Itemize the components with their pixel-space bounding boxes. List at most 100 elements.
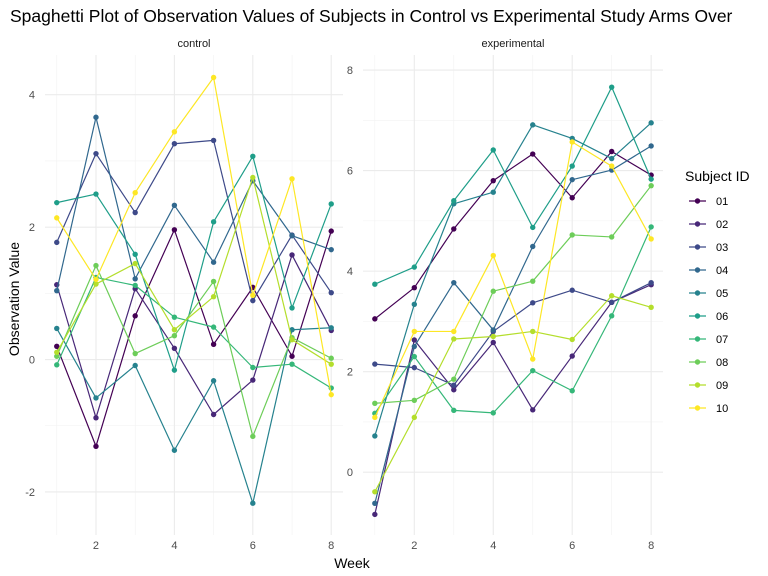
data-point-01 (608, 148, 615, 155)
data-point-10 (372, 414, 378, 421)
data-point-03 (569, 287, 575, 293)
data-point-07 (411, 353, 418, 360)
data-point-04 (132, 276, 138, 282)
data-point-04 (451, 279, 457, 286)
data-point-06 (171, 367, 178, 373)
legend-label-08: 08 (716, 357, 728, 369)
data-point-03 (132, 209, 138, 216)
data-point-06 (372, 281, 378, 287)
legend-key-04 (694, 267, 701, 273)
data-point-06 (250, 153, 256, 159)
data-point-01 (372, 316, 378, 322)
y-tick-label: 0 (29, 355, 35, 367)
y-tick-label: 8 (347, 65, 353, 77)
series-line-05 (374, 122, 652, 437)
series-line-02 (374, 284, 652, 515)
series-line-03 (374, 282, 652, 386)
data-point-06 (451, 198, 457, 204)
data-point-06 (93, 191, 99, 197)
data-point-05 (648, 120, 654, 126)
data-point-09 (250, 174, 256, 181)
data-point-06 (569, 163, 575, 169)
x-tick-label: 6 (250, 540, 256, 552)
legend-key-03 (694, 244, 701, 250)
data-point-04 (372, 500, 378, 507)
data-point-08 (250, 433, 256, 440)
data-point-08 (530, 278, 536, 284)
data-point-04 (171, 202, 178, 208)
data-point-05 (289, 327, 295, 333)
series-line-09 (56, 176, 332, 365)
data-point-01 (171, 227, 178, 233)
data-point-03 (54, 239, 60, 246)
data-point-05 (490, 189, 496, 195)
data-point-09 (608, 293, 615, 299)
data-point-02 (289, 252, 295, 258)
data-point-07 (451, 407, 457, 414)
legend-label-10: 10 (716, 403, 728, 415)
legend-key-07 (694, 336, 701, 342)
data-point-10 (210, 74, 217, 81)
data-point-10 (490, 252, 496, 259)
series-line-04 (56, 116, 332, 291)
series-line-01 (374, 150, 652, 320)
data-point-05 (328, 325, 334, 331)
series-line-04 (374, 145, 652, 504)
panel-label: control (177, 38, 210, 50)
data-point-08 (569, 232, 575, 238)
data-point-02 (171, 345, 178, 351)
data-point-05 (54, 325, 60, 332)
data-point-10 (608, 163, 615, 169)
series-line-02 (56, 254, 332, 419)
data-point-03 (411, 364, 418, 371)
data-point-02 (411, 337, 418, 343)
data-point-07 (132, 282, 138, 289)
data-point-09 (530, 328, 536, 335)
data-point-04 (569, 176, 575, 183)
data-point-01 (328, 228, 334, 234)
series-line-03 (56, 139, 332, 302)
data-point-07 (648, 224, 654, 230)
legend-label-09: 09 (716, 380, 728, 392)
series-line-08 (374, 185, 652, 404)
data-point-02 (250, 377, 256, 383)
data-point-02 (569, 353, 575, 359)
data-point-10 (132, 190, 138, 196)
data-point-09 (648, 304, 654, 311)
data-point-05 (250, 500, 256, 506)
data-point-07 (569, 388, 575, 394)
data-point-05 (372, 433, 378, 439)
data-point-09 (289, 336, 295, 343)
data-point-01 (210, 341, 217, 348)
data-point-09 (490, 333, 496, 340)
legend-label-04: 04 (716, 265, 728, 277)
data-point-10 (451, 328, 457, 335)
y-axis-title: Observation Value (6, 242, 22, 356)
legend-key-09 (694, 382, 701, 388)
data-point-09 (372, 489, 378, 495)
data-point-06 (54, 199, 60, 206)
data-point-04 (328, 246, 334, 253)
x-tick-label: 2 (411, 540, 417, 552)
legend-key-05 (694, 290, 701, 296)
data-point-07 (289, 361, 295, 367)
data-point-10 (648, 236, 654, 242)
data-point-09 (171, 327, 178, 333)
data-point-08 (451, 376, 457, 382)
data-point-09 (411, 414, 418, 421)
data-point-06 (490, 147, 496, 153)
data-point-05 (608, 155, 615, 162)
data-point-08 (608, 234, 615, 240)
data-point-01 (451, 226, 457, 232)
legend-title: Subject ID (685, 168, 750, 184)
data-point-04 (93, 114, 99, 120)
data-point-07 (210, 324, 217, 330)
y-tick-label: 2 (29, 222, 35, 234)
data-point-10 (171, 129, 178, 135)
data-point-02 (530, 407, 536, 413)
data-point-09 (54, 349, 60, 355)
data-point-01 (411, 285, 418, 291)
legend-label-01: 01 (716, 196, 728, 208)
series-line-10 (56, 76, 332, 395)
